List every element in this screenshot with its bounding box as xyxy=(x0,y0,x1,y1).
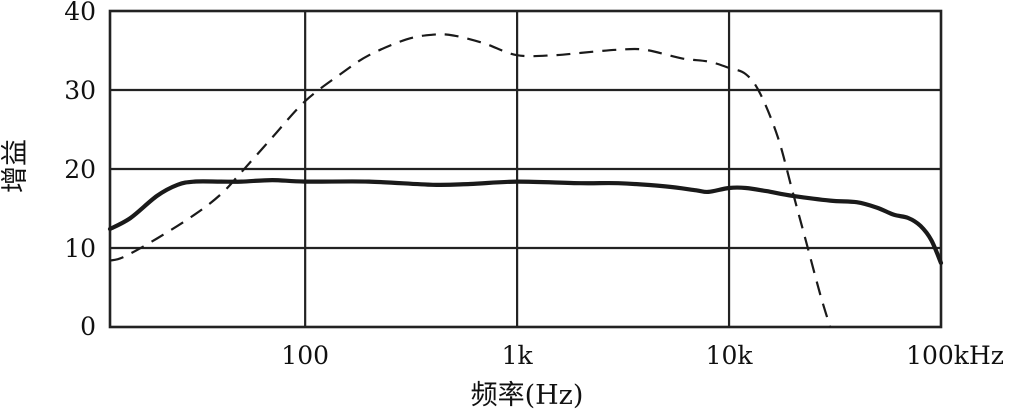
y-tick-label: 40 xyxy=(64,0,96,26)
x-tick-label: 100 xyxy=(281,341,329,370)
y-axis-title: 增益 xyxy=(0,139,31,193)
y-tick-label: 10 xyxy=(64,234,96,263)
x-tick-label: 100kHz xyxy=(906,341,1004,370)
x-tick-label: 10k xyxy=(706,341,754,370)
y-tick-label: 0 xyxy=(80,312,96,341)
series-lines xyxy=(107,33,944,328)
x-tick-label: 1k xyxy=(502,341,534,370)
y-tick-labels: 0 10 20 30 40 xyxy=(64,0,96,341)
dashed-gain-curve xyxy=(109,33,832,328)
x-axis-title: 频率(Hz) xyxy=(471,380,584,411)
solid-gain-curve xyxy=(107,178,944,266)
y-tick-label: 20 xyxy=(64,155,96,184)
grid-lines xyxy=(110,11,941,327)
y-tick-label: 30 xyxy=(64,76,96,105)
plot-frame xyxy=(108,9,943,329)
x-tick-labels: 100 1k 10k 100kHz xyxy=(281,341,1004,370)
